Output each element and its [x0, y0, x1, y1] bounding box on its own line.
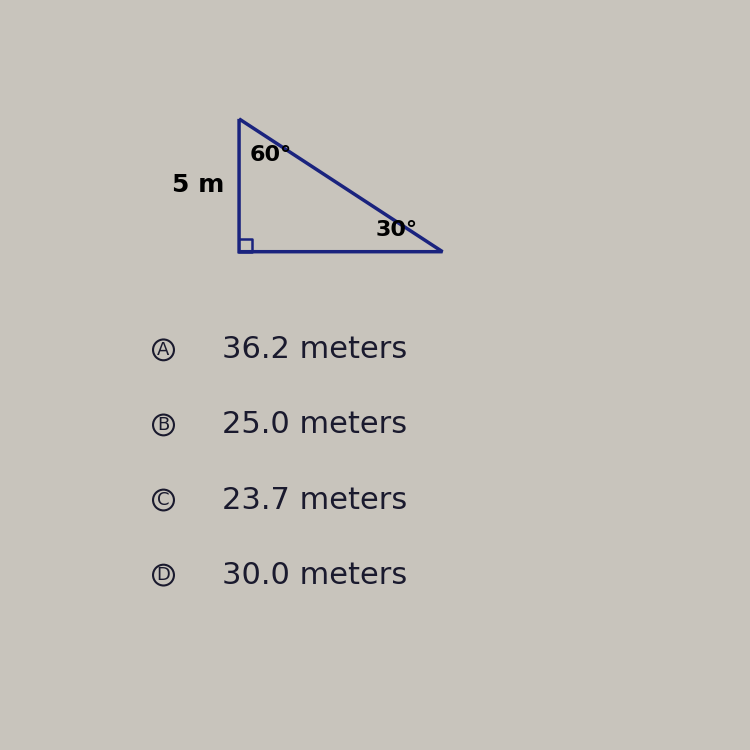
Text: D: D [157, 566, 170, 584]
Text: C: C [158, 491, 170, 509]
Text: 60°: 60° [250, 145, 292, 165]
Text: A: A [158, 340, 170, 359]
Text: 5 m: 5 m [172, 173, 224, 197]
Text: 23.7 meters: 23.7 meters [222, 485, 406, 514]
Text: B: B [158, 416, 170, 434]
Text: 25.0 meters: 25.0 meters [222, 410, 406, 440]
Text: 36.2 meters: 36.2 meters [222, 335, 406, 364]
Text: 30°: 30° [376, 220, 418, 240]
Text: 30.0 meters: 30.0 meters [222, 560, 406, 590]
